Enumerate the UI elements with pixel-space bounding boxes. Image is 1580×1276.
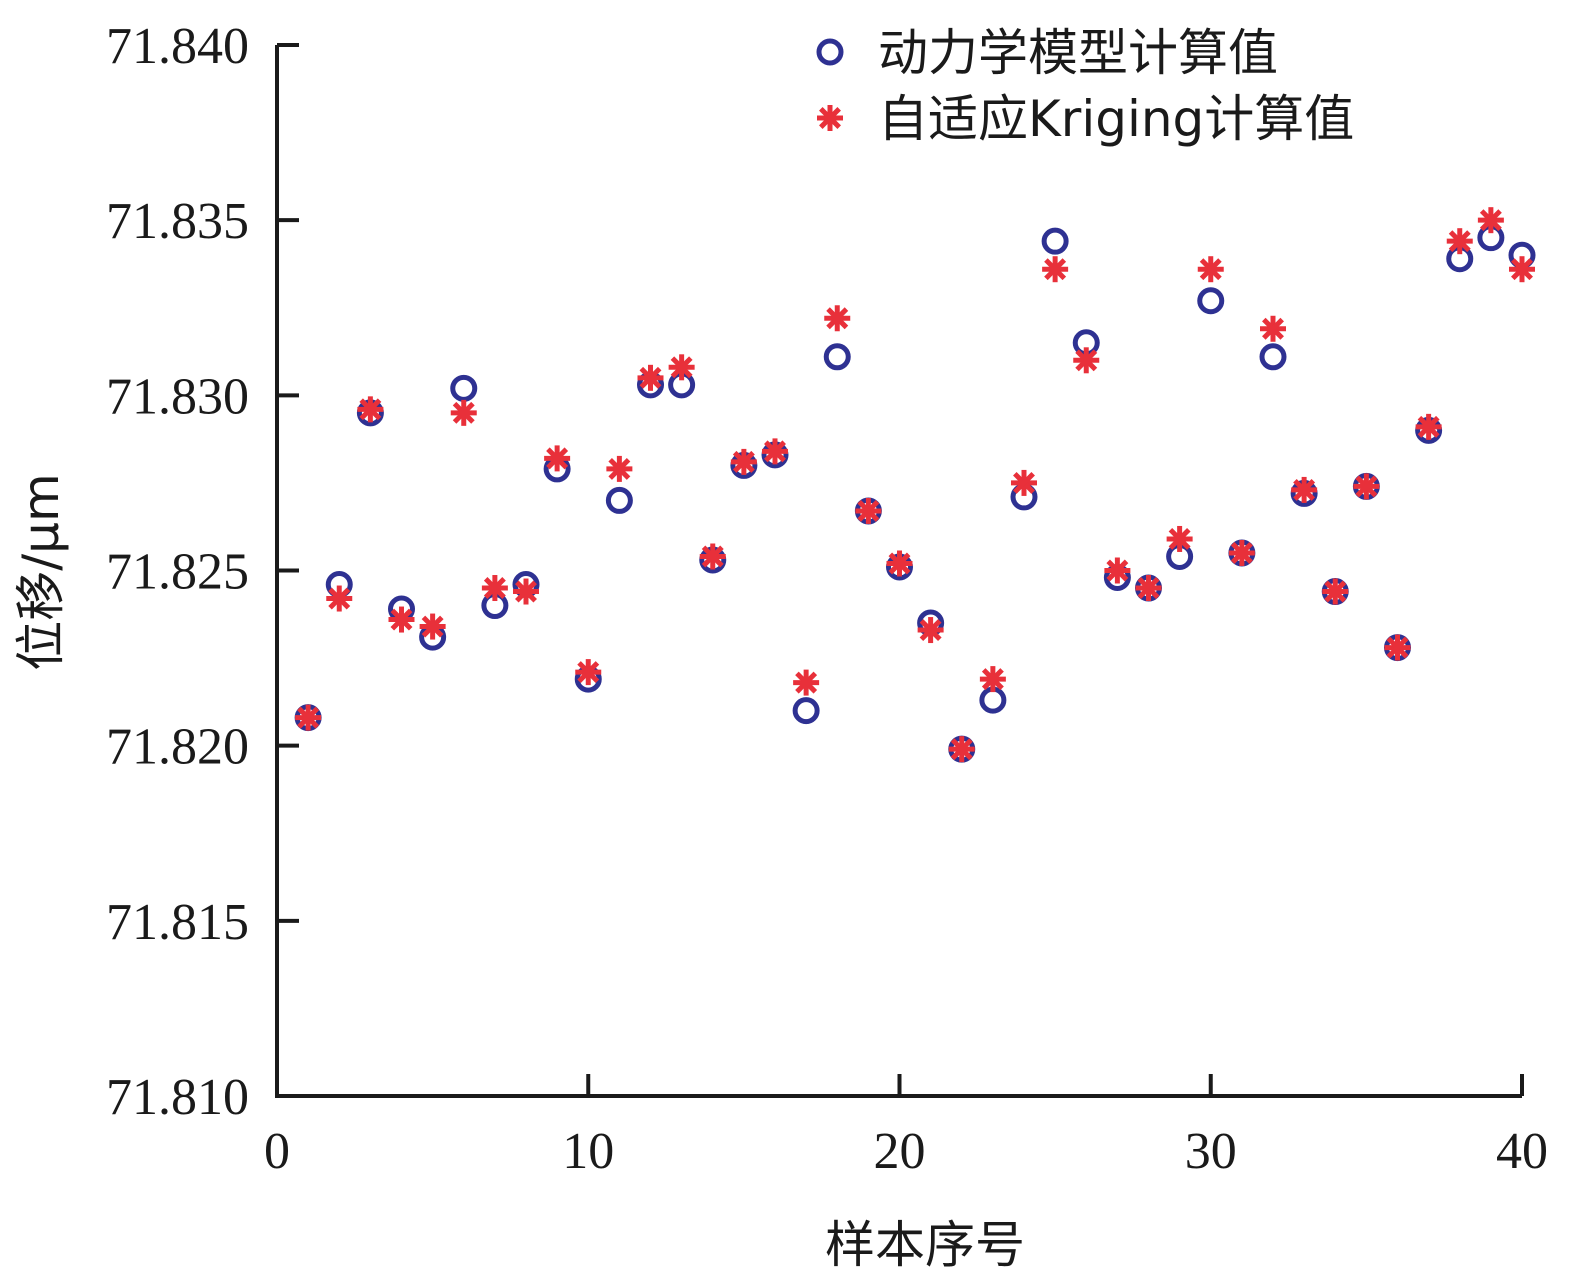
- y-tick-label: 71.840: [106, 18, 249, 75]
- data-point-asterisk: [1260, 315, 1286, 342]
- data-point-asterisk: [544, 445, 571, 472]
- y-tick-label: 71.825: [106, 544, 249, 601]
- data-point-asterisk: [1477, 207, 1504, 234]
- data-point-asterisk: [1291, 476, 1318, 503]
- data-point-asterisk: [388, 606, 415, 633]
- x-tick-label: 20: [874, 1123, 926, 1180]
- data-point-asterisk: [1228, 539, 1255, 566]
- legend-label: 自适应Kriging计算值: [878, 90, 1354, 148]
- data-point-asterisk: [513, 578, 539, 605]
- legend-marker-asterisk: [817, 105, 843, 131]
- data-point-asterisk: [481, 575, 508, 602]
- data-point-circle: [823, 343, 851, 371]
- data-point-asterisk: [1446, 228, 1473, 255]
- data-point-circle: [1197, 287, 1225, 315]
- data-point-circle: [450, 374, 478, 402]
- data-point-asterisk: [855, 497, 882, 524]
- data-point-asterisk: [699, 543, 726, 570]
- x-tick-label: 0: [264, 1123, 290, 1180]
- data-point-asterisk: [419, 613, 446, 640]
- data-point-circle: [1259, 343, 1287, 371]
- y-tick-label: 71.810: [106, 1069, 249, 1126]
- data-point-asterisk: [948, 736, 975, 763]
- x-tick-label: 30: [1185, 1123, 1237, 1180]
- data-point-asterisk: [575, 659, 602, 686]
- data-point-asterisk: [1011, 469, 1037, 496]
- y-axis-title: 位移/μm: [12, 473, 70, 670]
- data-point-asterisk: [1042, 256, 1069, 283]
- y-tick-label: 71.835: [106, 193, 249, 250]
- y-tick-label: 71.830: [106, 368, 249, 425]
- legend-label: 动力学模型计算值: [878, 24, 1278, 82]
- data-point-asterisk: [793, 669, 820, 696]
- data-point-asterisk: [357, 396, 384, 423]
- axes: 71.810 71.815 71.820 71.825 71.830 71.835 71.8…: [106, 18, 1548, 1180]
- data-point-asterisk: [637, 364, 664, 391]
- data-point-asterisk: [762, 438, 788, 465]
- data-point-circle: [605, 486, 633, 514]
- series-2: [295, 207, 1535, 763]
- data-point-circle: [792, 697, 820, 725]
- series-1: [294, 224, 1536, 763]
- y-tick-label: 71.820: [106, 719, 249, 776]
- data-point-asterisk: [668, 354, 695, 381]
- data-point-asterisk: [450, 399, 477, 426]
- data-point-asterisk: [824, 305, 851, 332]
- data-point-asterisk: [979, 666, 1006, 693]
- data-point-asterisk: [1353, 473, 1380, 500]
- data-point-asterisk: [917, 617, 944, 644]
- data-point-asterisk: [295, 704, 322, 731]
- x-tick-label: 10: [562, 1123, 614, 1180]
- data-point-asterisk: [1322, 578, 1349, 605]
- data-point-asterisk: [1415, 413, 1442, 440]
- data-point-asterisk: [886, 550, 913, 577]
- data-point-asterisk: [1384, 634, 1411, 661]
- data-point-asterisk: [1135, 575, 1162, 602]
- data-point-asterisk: [1073, 347, 1100, 374]
- data-point-asterisk: [1166, 525, 1193, 552]
- data-point-asterisk: [730, 448, 757, 475]
- data-point-asterisk: [1197, 256, 1224, 283]
- data-point-circle: [1041, 227, 1069, 255]
- data-points: [294, 207, 1536, 763]
- legend-marker-circle: [816, 38, 844, 66]
- data-point-asterisk: [326, 585, 353, 612]
- y-tick-label: 71.815: [106, 894, 249, 951]
- data-point-asterisk: [1104, 557, 1131, 584]
- data-point-circle: [979, 686, 1007, 714]
- data-point-asterisk: [606, 455, 633, 482]
- x-tick-label: 40: [1496, 1123, 1548, 1180]
- x-axis-title: 样本序号: [825, 1216, 1025, 1274]
- data-point-asterisk: [1509, 256, 1535, 283]
